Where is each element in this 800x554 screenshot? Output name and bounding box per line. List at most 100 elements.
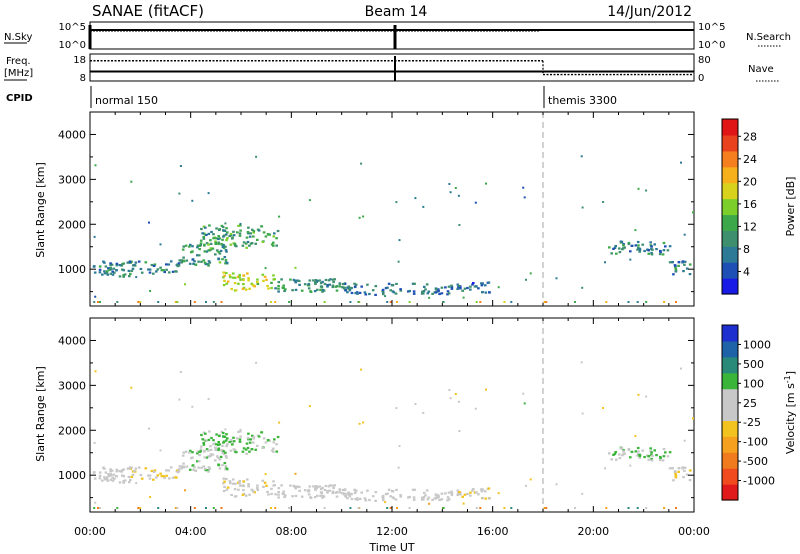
data-cell [260,225,263,228]
sporadic-cell [485,388,487,391]
sporadic-cell [454,187,457,189]
sporadic-cell [629,464,632,467]
data-cell [664,245,667,248]
data-cell [177,470,181,473]
data-cell [487,281,491,284]
data-cell [150,469,154,473]
data-cell [252,235,255,238]
data-cell [251,434,254,437]
data-cell [247,232,250,235]
data-cell [241,287,245,290]
data-cell [252,437,255,440]
data-cell [653,449,656,452]
sporadic-cell [255,155,258,158]
colorbar-swatch [722,214,738,231]
sporadic-cell [130,180,133,183]
data-cell [292,278,296,281]
data-cell [165,469,168,472]
data-cell [220,449,223,452]
near-range-cell [503,301,506,303]
data-cell [307,282,311,286]
data-cell [272,441,276,444]
data-cell [182,462,185,465]
sporadic-cell [636,454,639,457]
data-cell [354,498,357,501]
data-cell [224,451,227,454]
data-cell [618,453,621,456]
data-cell [93,271,97,274]
near-range-cell [99,507,101,509]
data-cell [265,484,268,487]
data-cell [217,257,220,260]
data-cell [650,457,653,461]
data-cell [412,496,416,499]
data-cell [326,491,329,494]
data-cell [688,263,692,266]
data-cell [347,493,351,496]
data-cell [242,274,245,277]
near-range-cell [157,507,160,509]
data-cell [668,467,672,470]
data-cell [358,291,362,294]
data-cell [307,490,311,493]
data-cell [469,494,472,497]
data-cell [229,438,233,442]
data-cell [621,454,624,457]
x-axis-label: Time UT [368,541,414,554]
data-cell [231,478,235,481]
data-cell [326,285,329,288]
colorbar-swatch [722,452,738,469]
data-cell [239,229,242,232]
data-cell [212,443,215,446]
data-cell [167,263,171,266]
data-cell [257,229,261,232]
data-cell [228,440,231,444]
data-cell [177,468,181,471]
sporadic-cell [680,367,682,370]
data-cell [312,279,315,282]
data-cell [199,239,203,242]
data-cell [262,437,266,440]
nave-label: Nave [748,64,774,75]
data-cell [399,495,403,498]
data-cell [438,292,441,296]
y-tick-label: 4000 [58,128,86,141]
near-range-cell [510,301,513,303]
data-cell [234,495,238,498]
sporadic-cell [362,421,365,424]
data-cell [438,498,441,502]
sporadic-cell [358,216,361,219]
data-cell [331,278,335,281]
data-cell [237,282,240,285]
data-cell [148,474,152,477]
sporadic-cell [135,276,138,279]
sporadic-cell [529,272,532,275]
data-cell [426,292,430,295]
data-cell [629,250,632,253]
data-cell [252,230,256,233]
data-cell [109,472,112,476]
data-cell [649,447,652,450]
data-cell [197,466,200,469]
sporadic-cell [525,484,527,487]
data-cell [153,469,157,472]
sporadic-cell [474,407,477,410]
data-cell [222,449,225,453]
data-cell [180,261,183,264]
near-range-cell [627,301,630,303]
data-cell [109,268,113,271]
data-cell [199,242,203,245]
data-cell [682,476,685,479]
sporadic-cell [397,260,400,263]
data-cell [459,493,462,496]
data-cell [251,228,254,231]
sporadic-cell [602,407,605,409]
data-cell [347,287,351,290]
data-cell [233,488,237,491]
data-cell [424,494,427,497]
velocity-panel: 1000 2000 3000 4000 [58,317,695,513]
colorbar-swatch [722,278,738,295]
data-cell [229,449,233,452]
data-cell [356,292,359,295]
cpid-segments: normal 150 themis 3300 [90,86,617,108]
